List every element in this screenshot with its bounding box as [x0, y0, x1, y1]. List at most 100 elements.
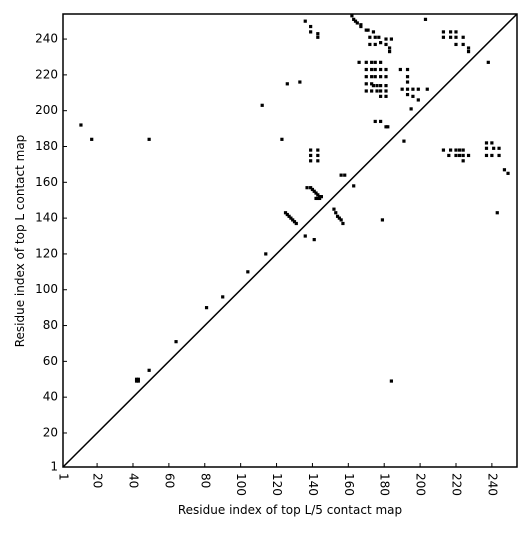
- contact-point: [371, 84, 376, 88]
- contact-point: [461, 35, 465, 39]
- contact-point: [379, 67, 383, 72]
- contact-point: [490, 153, 494, 158]
- contact-point: [379, 119, 383, 124]
- x-tick-label: 1: [57, 473, 71, 481]
- contact-point: [310, 187, 315, 192]
- contact-point: [309, 24, 313, 29]
- contact-point: [305, 186, 309, 190]
- contact-point: [502, 168, 507, 172]
- contact-point: [379, 84, 383, 88]
- contact-point: [384, 75, 388, 79]
- contact-point: [461, 153, 465, 158]
- contact-point: [314, 191, 318, 195]
- contact-point: [355, 21, 359, 25]
- contact-point: [280, 137, 284, 141]
- contact-point: [492, 146, 496, 150]
- contact-point: [454, 35, 458, 39]
- contact-point: [387, 46, 392, 50]
- contact-point: [375, 84, 379, 88]
- contact-point: [400, 87, 404, 91]
- contact-point: [457, 148, 462, 152]
- contact-point: [387, 50, 392, 54]
- contact-point: [289, 216, 293, 220]
- contact-point: [379, 75, 383, 79]
- contact-point: [309, 30, 313, 34]
- contact-point: [339, 218, 343, 222]
- contact-point: [380, 218, 385, 222]
- contact-point: [457, 153, 462, 158]
- contact-point: [486, 60, 490, 64]
- contact-point: [411, 94, 415, 98]
- contact-point: [357, 60, 361, 64]
- contact-point: [343, 173, 347, 177]
- contact-point: [373, 119, 377, 124]
- contact-point: [174, 340, 178, 344]
- contact-point: [364, 67, 368, 72]
- contact-point: [373, 67, 377, 72]
- contact-point: [373, 42, 377, 47]
- contact-point: [147, 368, 151, 372]
- contact-point: [368, 42, 372, 47]
- contact-point: [291, 218, 295, 222]
- y-tick-label: 80: [43, 318, 58, 332]
- contact-point: [312, 238, 316, 242]
- contact-point: [147, 137, 151, 141]
- contact-point: [366, 28, 370, 32]
- contact-point: [370, 89, 374, 93]
- contact-point: [495, 211, 499, 215]
- contact-point: [350, 14, 354, 18]
- contact-point: [416, 98, 420, 102]
- contact-point: [309, 186, 313, 190]
- contact-point: [134, 379, 139, 383]
- contact-point: [221, 295, 225, 299]
- contact-point: [264, 252, 268, 256]
- contact-point: [441, 148, 446, 152]
- contact-point: [454, 148, 458, 152]
- contact-point: [416, 87, 420, 91]
- x-tick-label: 180: [378, 473, 392, 496]
- contact-point: [454, 30, 458, 34]
- contact-point: [316, 159, 320, 163]
- contact-point: [136, 379, 140, 383]
- contact-point: [136, 377, 140, 381]
- contact-point: [303, 234, 307, 238]
- y-tick-label: 60: [43, 354, 58, 368]
- contact-point: [309, 148, 313, 152]
- contact-point: [285, 212, 289, 217]
- contact-point: [316, 196, 320, 201]
- contact-point: [405, 75, 410, 79]
- contact-point: [260, 103, 264, 107]
- contact-point: [379, 89, 383, 93]
- contact-point: [497, 153, 501, 158]
- contact-point: [204, 306, 209, 310]
- contact-point: [334, 211, 338, 215]
- contact-point: [370, 82, 374, 86]
- contact-point: [316, 35, 320, 39]
- contact-point: [506, 171, 510, 175]
- y-tick-label: 20: [43, 425, 58, 439]
- contact-point: [246, 270, 250, 274]
- contact-point: [384, 89, 388, 93]
- contact-point: [449, 148, 453, 152]
- contact-point: [466, 50, 471, 54]
- contact-point: [352, 184, 356, 188]
- contact-point: [303, 19, 307, 23]
- contact-point: [384, 84, 388, 88]
- x-tick-label: 140: [306, 473, 320, 496]
- contact-point: [318, 196, 322, 201]
- contact-point: [373, 75, 377, 79]
- contact-point: [370, 67, 374, 72]
- contact-point: [497, 146, 501, 150]
- contact-point: [294, 221, 298, 226]
- y-tick-label: 100: [35, 282, 58, 296]
- contact-point: [316, 153, 320, 158]
- contact-point: [359, 24, 363, 29]
- contact-point: [341, 221, 345, 226]
- contact-point: [384, 94, 388, 98]
- contact-point: [411, 87, 415, 91]
- contact-point: [484, 141, 489, 145]
- contact-point: [449, 30, 453, 34]
- y-axis-label: Residue index of top L contact map: [13, 135, 27, 348]
- contact-point: [461, 42, 465, 47]
